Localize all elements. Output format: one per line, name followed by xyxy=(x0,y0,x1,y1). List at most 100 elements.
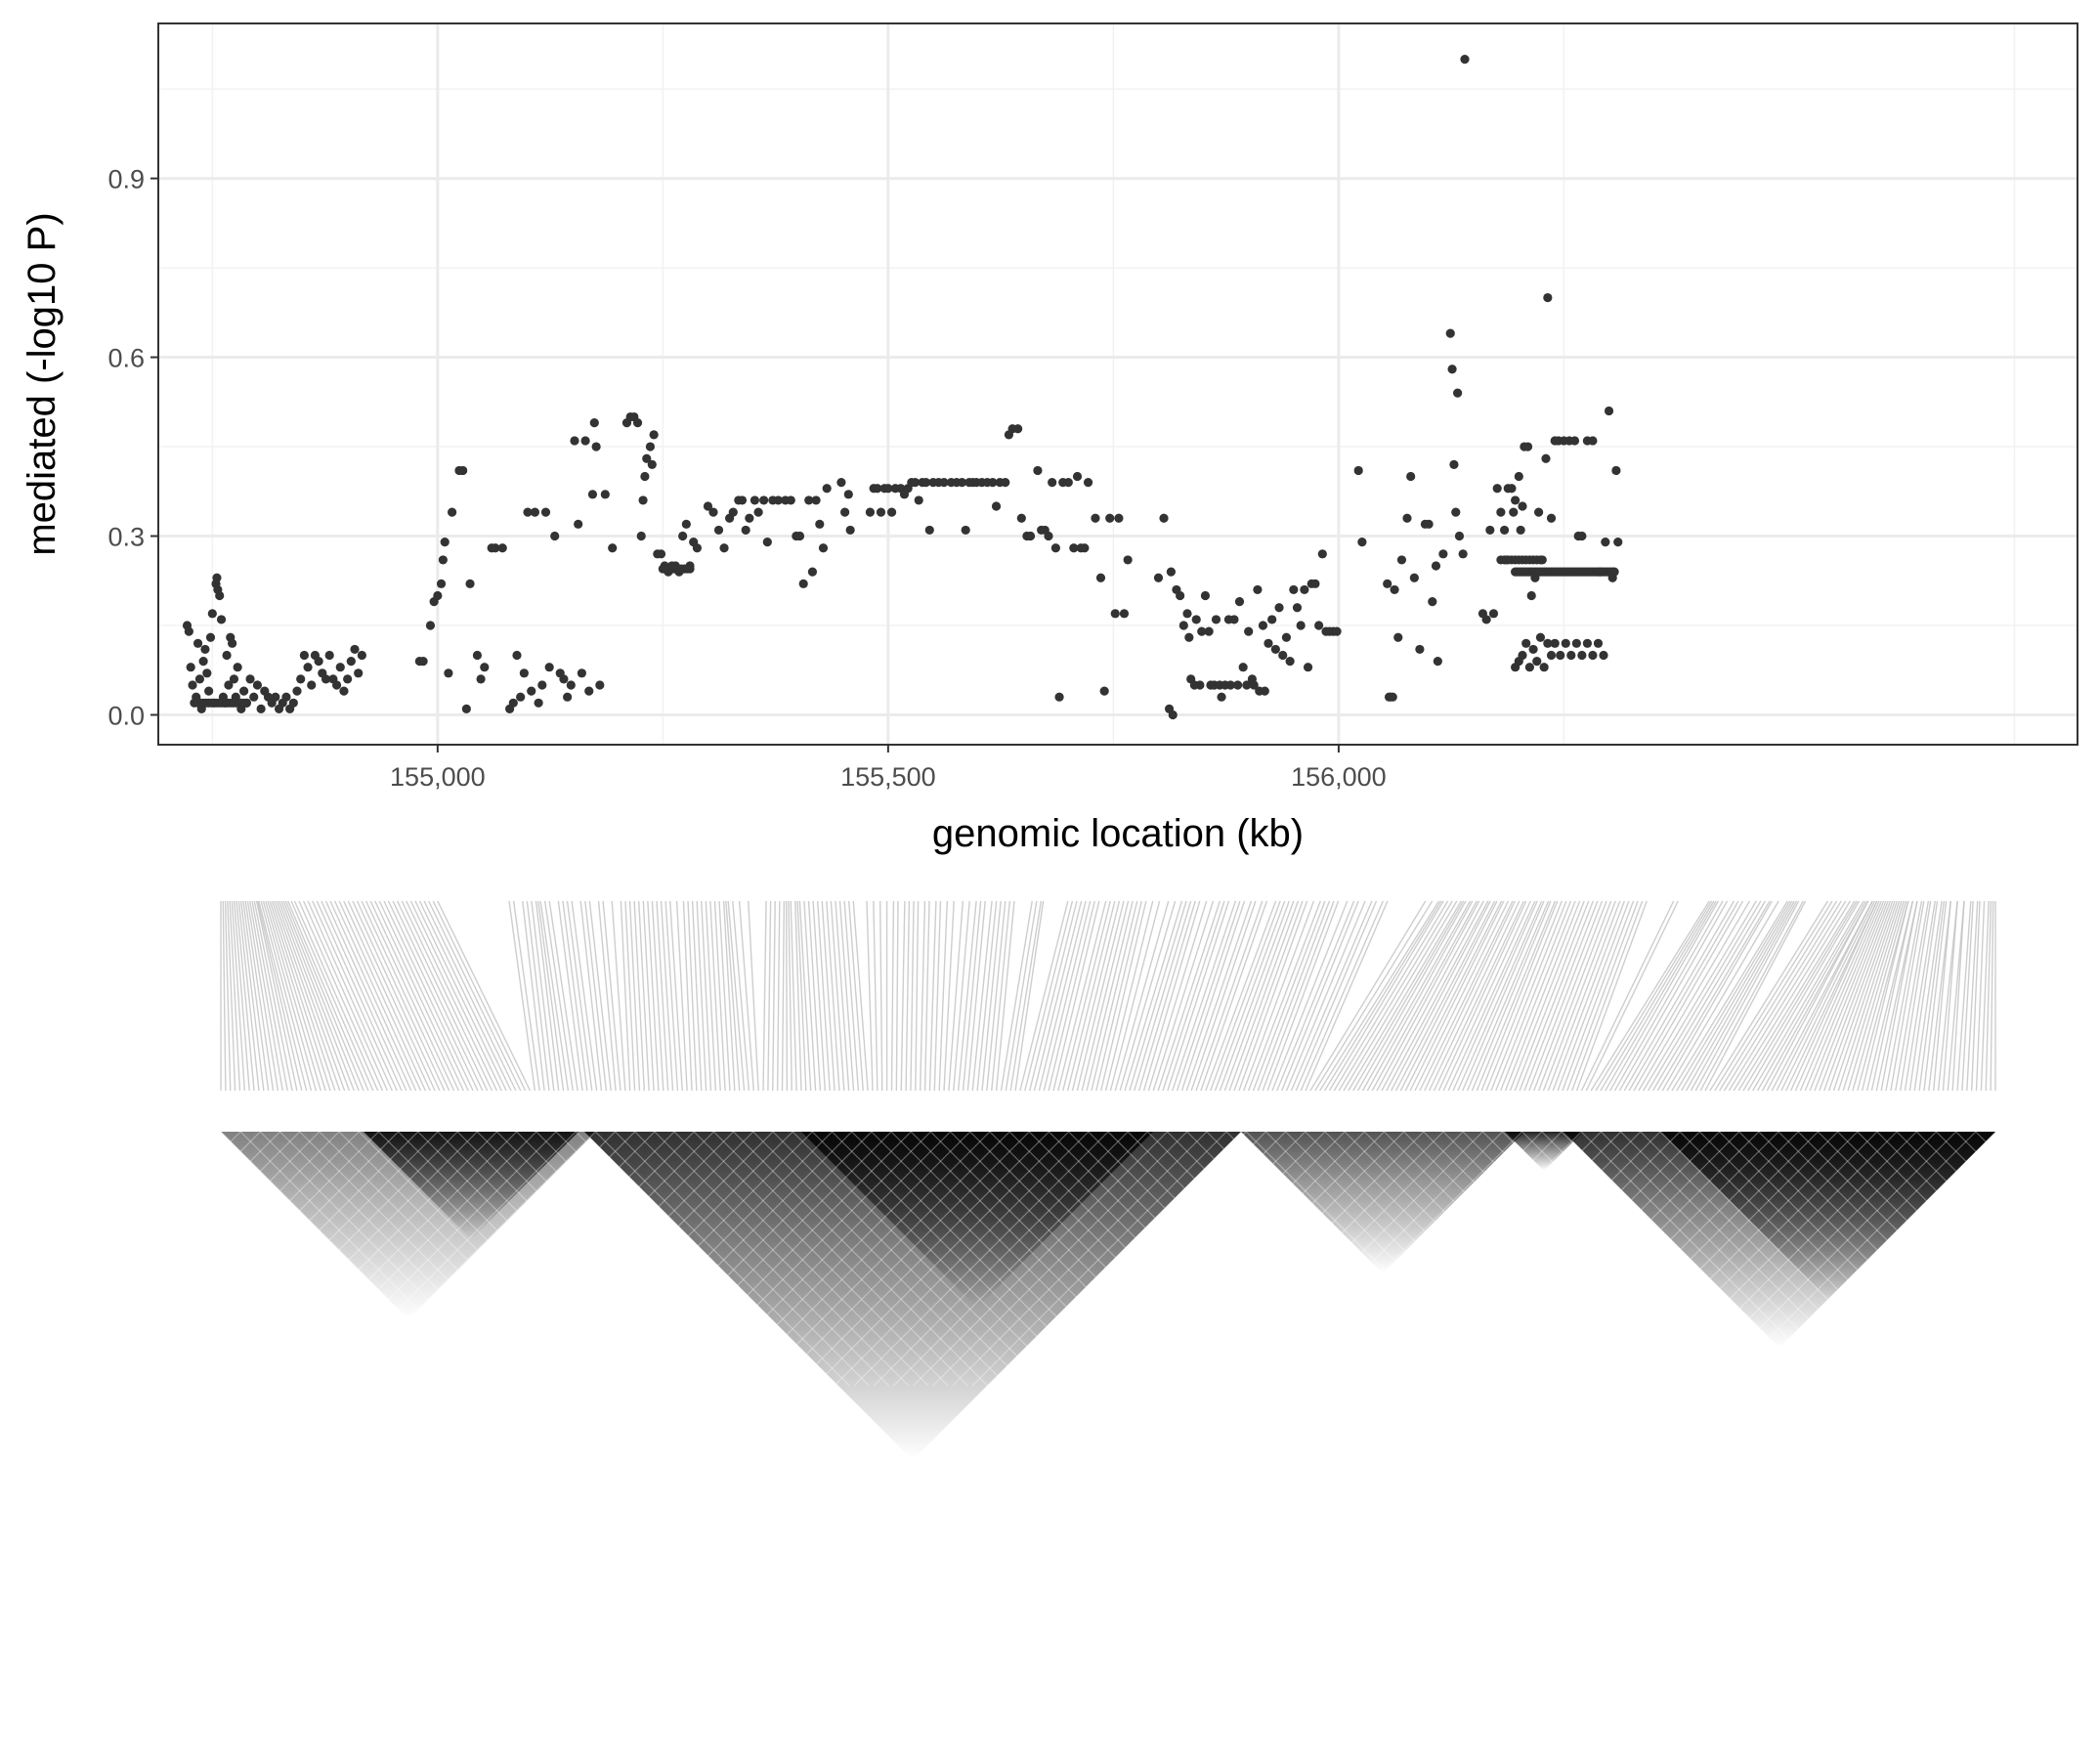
data-point xyxy=(1310,580,1319,588)
ld-texture-line xyxy=(0,1132,221,1386)
data-point xyxy=(1167,568,1176,577)
data-point xyxy=(1389,693,1397,702)
data-point xyxy=(1233,680,1242,689)
data-point xyxy=(271,693,279,702)
data-point xyxy=(1556,651,1564,660)
data-point xyxy=(1515,472,1523,481)
data-point xyxy=(1534,508,1543,517)
data-point xyxy=(1611,466,1620,475)
data-point xyxy=(187,663,195,671)
data-point xyxy=(343,674,352,683)
data-point xyxy=(595,680,604,689)
data-point xyxy=(601,490,610,498)
data-point xyxy=(1111,609,1120,618)
x-tick-label: 155,000 xyxy=(390,762,486,792)
data-point xyxy=(332,680,341,689)
data-point xyxy=(465,580,474,588)
data-point xyxy=(570,436,578,445)
data-point xyxy=(1239,663,1248,671)
data-point xyxy=(592,442,601,451)
data-point xyxy=(1318,549,1327,558)
data-point xyxy=(212,574,221,582)
data-point xyxy=(473,651,482,660)
data-point xyxy=(1267,615,1276,624)
data-point xyxy=(1449,460,1458,469)
data-point xyxy=(640,472,649,481)
data-point xyxy=(1217,693,1225,702)
data-point xyxy=(1451,508,1460,517)
x-axis-ticks: 155,000 155,500 156,000 xyxy=(390,745,1387,792)
data-point xyxy=(714,526,723,535)
data-point xyxy=(1500,526,1509,535)
data-point xyxy=(239,687,248,696)
data-point xyxy=(336,663,345,671)
data-point xyxy=(1523,442,1532,451)
data-point xyxy=(1289,585,1298,594)
data-point xyxy=(1496,508,1505,517)
data-point xyxy=(915,495,923,504)
data-point xyxy=(1044,532,1052,540)
data-point xyxy=(763,538,772,546)
data-point xyxy=(1080,543,1089,552)
data-point xyxy=(1588,651,1597,660)
data-point xyxy=(1527,591,1536,600)
data-point xyxy=(199,657,208,666)
data-point xyxy=(1264,639,1272,648)
ld-texture-line xyxy=(0,1132,240,1386)
data-point xyxy=(1205,627,1214,636)
data-point xyxy=(516,693,525,702)
data-point xyxy=(195,674,204,683)
data-point xyxy=(1390,585,1398,594)
data-point xyxy=(678,532,687,540)
data-point xyxy=(877,508,885,517)
data-point xyxy=(1485,526,1494,535)
data-point xyxy=(590,418,599,427)
data-point xyxy=(819,543,828,552)
data-point xyxy=(823,484,832,493)
data-point xyxy=(1428,597,1436,606)
data-point xyxy=(992,501,1001,510)
data-point xyxy=(657,549,665,558)
data-point xyxy=(1601,538,1609,546)
y-tick-label: 0.0 xyxy=(107,702,145,731)
x-tick-label: 155,500 xyxy=(840,762,936,792)
data-point xyxy=(1577,651,1586,660)
data-point xyxy=(193,639,202,648)
data-point xyxy=(693,543,702,552)
data-point xyxy=(1184,633,1193,642)
data-point xyxy=(1192,615,1201,624)
data-point xyxy=(682,520,691,529)
data-point xyxy=(1159,514,1168,523)
data-point xyxy=(1051,543,1060,552)
data-point xyxy=(1460,55,1469,64)
data-point xyxy=(1447,365,1456,373)
data-point xyxy=(537,680,546,689)
data-point xyxy=(1282,633,1291,642)
data-point xyxy=(1511,495,1520,504)
data-point xyxy=(1518,651,1526,660)
data-point xyxy=(1562,639,1570,648)
data-point xyxy=(1297,621,1306,629)
data-point xyxy=(535,699,543,708)
data-point xyxy=(292,687,301,696)
data-point xyxy=(844,490,853,498)
data-point xyxy=(1507,484,1516,493)
data-point xyxy=(222,651,231,660)
ld-texture-line xyxy=(1936,1132,2099,1386)
data-point xyxy=(719,543,728,552)
data-point xyxy=(433,591,442,600)
x-tick-label: 156,000 xyxy=(1291,762,1387,792)
data-point xyxy=(563,693,572,702)
data-point xyxy=(350,645,359,654)
data-point xyxy=(202,668,211,677)
data-point xyxy=(962,526,970,535)
data-point xyxy=(188,680,196,689)
data-point xyxy=(230,674,238,683)
data-point xyxy=(512,651,521,660)
data-point xyxy=(588,490,597,498)
data-point xyxy=(1114,514,1123,523)
data-point xyxy=(1434,657,1442,666)
data-point xyxy=(1446,329,1455,338)
y-axis-ticks: 0.00.30.60.9 xyxy=(107,165,158,731)
data-point xyxy=(1509,508,1518,517)
